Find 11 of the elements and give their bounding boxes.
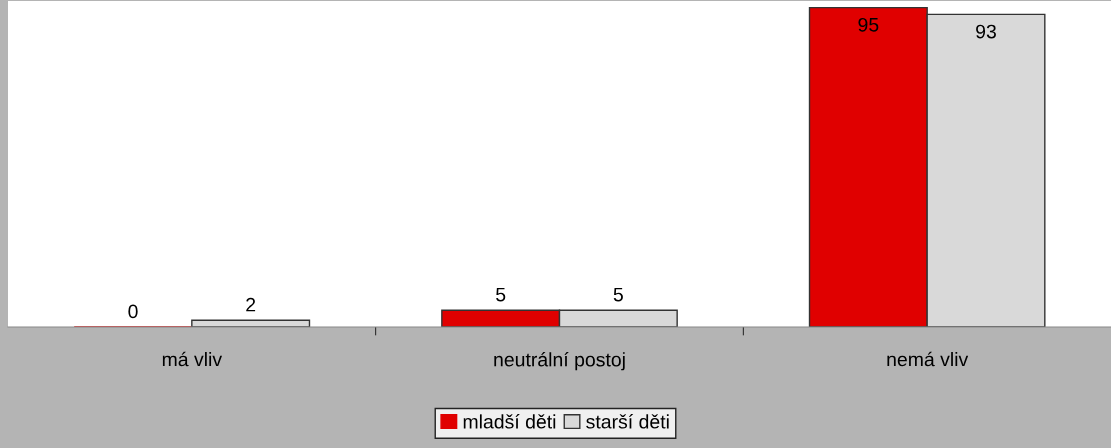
data-label: 95 — [858, 17, 879, 32]
data-label: 2 — [246, 297, 256, 312]
legend-label: mladší děti — [463, 414, 556, 429]
x-tick-label: má vliv — [162, 351, 223, 367]
data-label: 93 — [976, 24, 996, 39]
data-label: 5 — [496, 287, 506, 302]
legend-label: starší děti — [586, 414, 669, 429]
x-tick-label: neutrální postoj — [494, 352, 625, 371]
data-label: 5 — [613, 287, 623, 302]
data-label: 0 — [128, 304, 138, 319]
x-tick-label: nemá vliv — [887, 351, 969, 367]
